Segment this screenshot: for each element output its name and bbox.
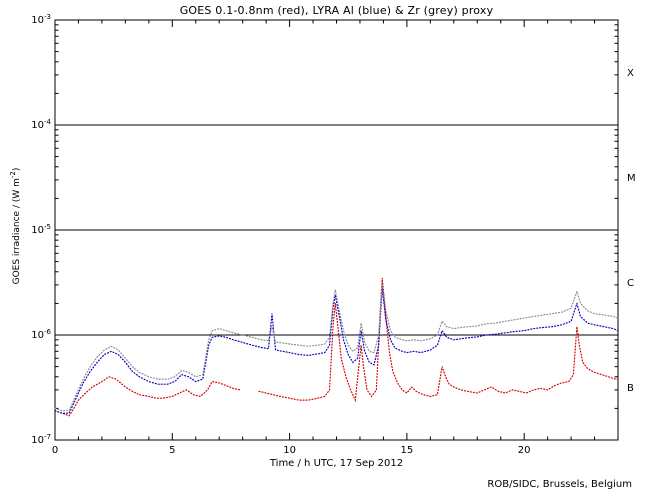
x-tick-label: 20 xyxy=(518,445,531,456)
credit-text: ROB/SIDC, Brussels, Belgium xyxy=(487,479,632,490)
flare-class-label: X xyxy=(627,68,634,79)
y-tick-label: 10-6 xyxy=(31,328,51,341)
x-tick-label: 15 xyxy=(401,445,414,456)
x-axis-label: Time / h UTC, 17 Sep 2012 xyxy=(269,458,404,469)
y-tick-label: 10-4 xyxy=(31,118,51,131)
y-tick-label: 10-7 xyxy=(31,433,51,446)
y-tick-label: 10-3 xyxy=(31,13,51,26)
x-tick-label: 10 xyxy=(283,445,296,456)
flare-class-label: M xyxy=(627,173,636,184)
chart-title: GOES 0.1-0.8nm (red), LYRA Al (blue) & Z… xyxy=(179,4,494,17)
x-tick-label: 0 xyxy=(52,445,58,456)
flare-class-label: C xyxy=(627,278,634,289)
lyra-al-series xyxy=(54,287,619,414)
y-tick-label: 10-5 xyxy=(31,223,51,236)
lyra-zr-series xyxy=(54,281,619,412)
goes-0-1-0-8nm-series xyxy=(258,277,619,403)
x-tick-label: 5 xyxy=(169,445,175,456)
flare-class-label: B xyxy=(627,383,634,394)
goes-0-1-0-8nm-series xyxy=(54,376,241,417)
